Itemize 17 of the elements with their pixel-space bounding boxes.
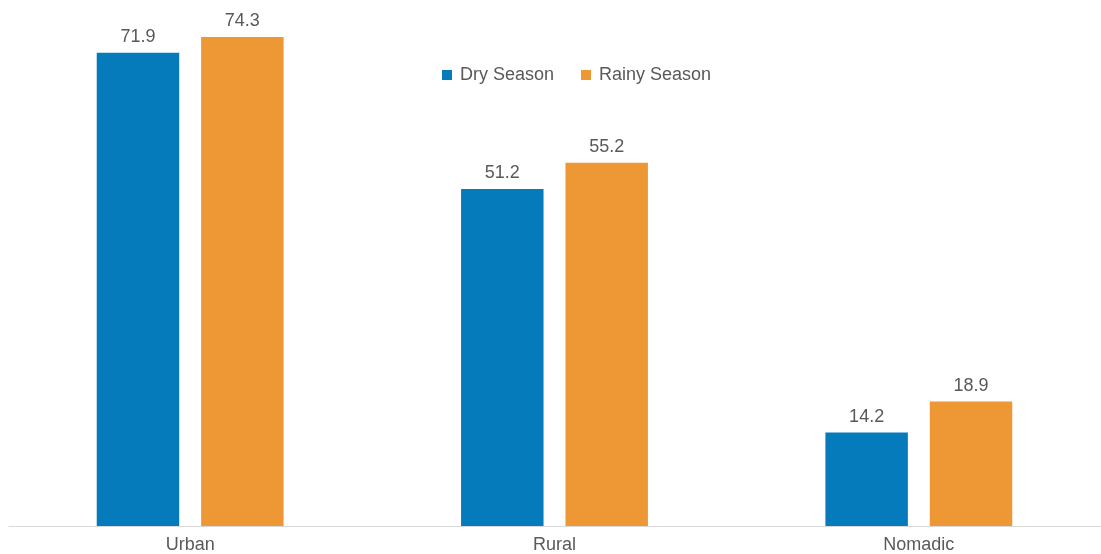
data-label: 74.3 — [224, 10, 260, 30]
data-label: 55.2 — [589, 135, 625, 156]
bar — [201, 37, 284, 526]
x-tick-label: Nomadic — [883, 533, 955, 554]
bar — [461, 189, 544, 526]
bar — [825, 432, 908, 526]
legend-label: Rainy Season — [599, 64, 712, 84]
data-label: 18.9 — [953, 374, 989, 395]
data-label: 71.9 — [120, 25, 156, 46]
bar — [96, 52, 180, 526]
x-tick-label: Urban — [165, 533, 215, 554]
bar — [929, 401, 1013, 526]
data-label: 51.2 — [484, 162, 520, 183]
data-label: 14.2 — [849, 405, 885, 426]
bar — [565, 162, 648, 526]
x-tick-label: Rural — [532, 533, 577, 554]
legend-label: Dry Season — [460, 64, 555, 84]
